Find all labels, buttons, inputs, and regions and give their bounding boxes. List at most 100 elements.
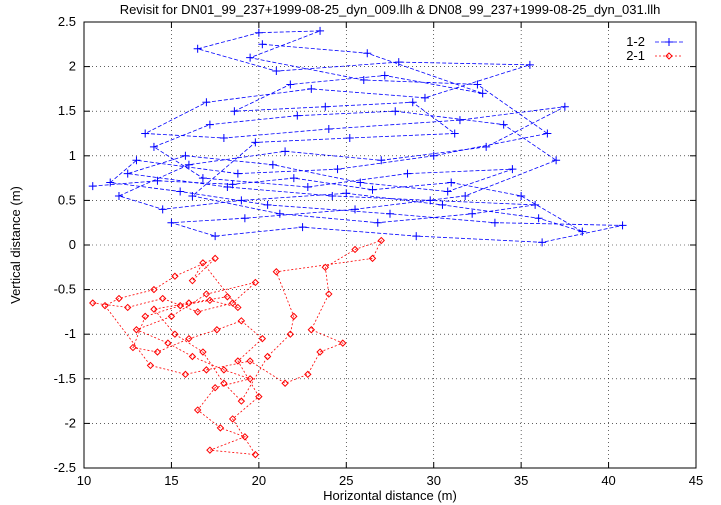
data-point-plus xyxy=(345,133,354,142)
data-point-plus xyxy=(351,205,360,214)
data-point-plus xyxy=(321,102,330,111)
data-point-diamond xyxy=(202,366,211,374)
data-point-diamond xyxy=(176,301,184,310)
data-point-diamond xyxy=(185,334,193,343)
data-point-diamond xyxy=(124,303,132,312)
data-point-plus xyxy=(328,191,337,200)
series-layer xyxy=(88,26,627,459)
data-point-plus xyxy=(356,178,365,187)
y-tick-label: 2 xyxy=(69,59,76,74)
data-point-plus xyxy=(88,182,97,191)
data-point-diamond xyxy=(281,379,289,387)
data-point-diamond xyxy=(171,272,179,280)
data-point-plus xyxy=(205,120,214,129)
x-tick-label: 10 xyxy=(77,473,91,488)
data-point-plus xyxy=(181,151,190,160)
data-point-plus xyxy=(368,185,377,194)
series-2-1 xyxy=(89,236,385,459)
data-point-plus xyxy=(268,160,277,169)
data-point-plus xyxy=(473,80,482,89)
data-point-plus xyxy=(560,102,569,111)
data-point-plus xyxy=(223,183,232,192)
data-point-diamond xyxy=(251,278,260,287)
data-point-plus xyxy=(420,93,429,102)
data-point-diamond xyxy=(246,375,254,383)
data-point-diamond xyxy=(220,379,228,387)
data-point-diamond xyxy=(237,397,246,405)
data-point-diamond xyxy=(101,301,109,310)
data-point-diamond xyxy=(258,334,267,343)
x-tick-label: 20 xyxy=(252,473,266,488)
data-point-plus xyxy=(499,120,508,129)
data-point-plus xyxy=(443,187,452,196)
data-point-plus xyxy=(380,71,389,80)
data-point-diamond xyxy=(237,317,246,325)
x-axis-label: Horizontal distance (m) xyxy=(323,488,457,503)
y-tick-label: -2 xyxy=(64,415,76,430)
y-tick-label: -0.5 xyxy=(54,282,76,297)
data-point-plus xyxy=(184,160,193,169)
data-point-diamond xyxy=(228,299,237,307)
data-point-plus xyxy=(114,191,123,200)
data-point-plus xyxy=(394,58,403,67)
data-point-diamond xyxy=(167,312,176,321)
data-point-diamond xyxy=(171,330,179,338)
data-point-plus xyxy=(254,28,263,37)
data-point-diamond xyxy=(141,312,149,321)
data-point-plus xyxy=(578,227,587,236)
data-point-plus xyxy=(517,191,526,200)
data-point-plus xyxy=(403,169,412,178)
data-point-plus xyxy=(106,178,115,187)
data-point-diamond xyxy=(251,450,260,459)
data-point-diamond xyxy=(150,285,158,294)
data-point-plus xyxy=(450,129,459,138)
data-point-diamond xyxy=(304,370,312,379)
y-axis-label: Vertical distance (m) xyxy=(8,186,23,304)
data-point-plus xyxy=(618,221,627,230)
series-line xyxy=(92,30,623,243)
y-tick-label: 0 xyxy=(69,237,76,252)
data-point-diamond xyxy=(202,290,211,298)
data-point-plus xyxy=(359,75,368,84)
y-tick-label: -1 xyxy=(64,326,76,341)
data-point-plus xyxy=(333,165,342,174)
x-tick-label: 30 xyxy=(426,473,440,488)
data-point-plus xyxy=(373,218,382,227)
data-point-plus xyxy=(289,174,298,183)
data-point-plus xyxy=(342,189,351,198)
x-tick-label: 25 xyxy=(339,473,353,488)
data-point-diamond xyxy=(286,330,295,338)
data-point-plus xyxy=(386,209,394,218)
data-point-diamond xyxy=(185,299,193,307)
data-point-plus xyxy=(149,142,158,151)
data-point-plus xyxy=(391,107,400,116)
data-point-diamond xyxy=(307,326,316,334)
data-point-diamond xyxy=(188,352,197,361)
data-point-plus xyxy=(188,191,197,200)
data-point-plus xyxy=(193,44,202,53)
legend-label-2-1: 2-1 xyxy=(626,48,645,63)
data-point-plus xyxy=(158,205,167,214)
legend-marker xyxy=(665,52,673,60)
data-point-plus xyxy=(363,49,372,58)
data-point-plus xyxy=(246,53,255,62)
data-point-diamond xyxy=(132,326,141,334)
data-point-diamond xyxy=(213,326,221,334)
data-point-plus xyxy=(141,129,150,138)
y-tick-label: -1.5 xyxy=(54,371,76,386)
data-point-plus xyxy=(508,165,517,174)
data-point-plus xyxy=(153,176,162,185)
data-point-plus xyxy=(258,40,267,49)
data-point-plus xyxy=(538,238,547,247)
data-point-plus xyxy=(176,187,185,196)
data-point-plus xyxy=(237,196,246,205)
data-point-plus xyxy=(426,196,435,205)
y-tick-label: -2.5 xyxy=(54,460,76,475)
data-point-plus xyxy=(531,200,540,209)
data-point-plus xyxy=(198,174,207,183)
data-point-diamond xyxy=(193,406,202,414)
data-point-plus xyxy=(228,180,237,189)
data-point-plus xyxy=(324,125,333,134)
data-point-plus xyxy=(263,200,272,209)
